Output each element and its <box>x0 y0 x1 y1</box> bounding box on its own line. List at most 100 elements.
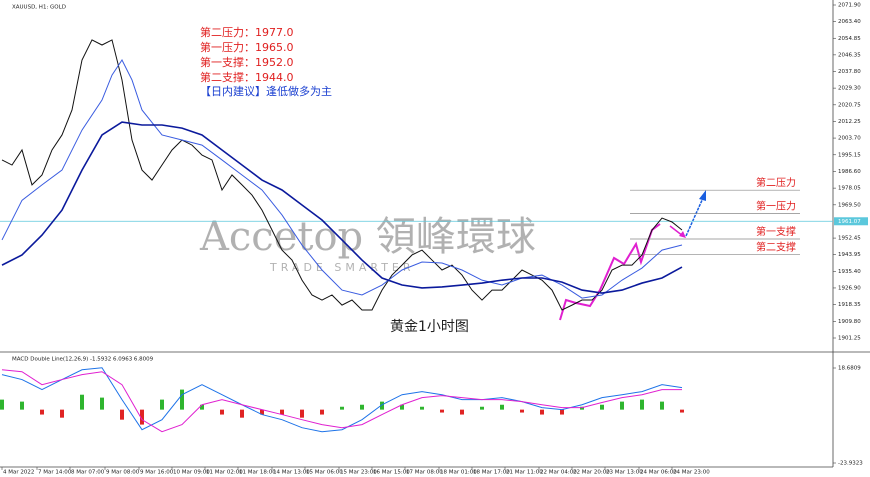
chart-label: 黄金1小时图 <box>390 318 469 335</box>
histogram-bar <box>500 404 504 410</box>
level-text: 第一压力：1965.0 <box>200 40 294 54</box>
x-tick-label: 8 Mar 07:00 <box>71 470 105 476</box>
x-tick-label: 10 Mar 09:00 <box>173 470 210 476</box>
y-tick-label: 2054.85 <box>838 36 861 42</box>
histogram-bar <box>560 409 564 415</box>
histogram-bar <box>420 406 424 410</box>
histogram-bar <box>480 406 484 410</box>
histogram-bar <box>180 389 184 410</box>
histogram-bar <box>20 401 24 410</box>
histogram-bar <box>660 401 664 410</box>
histogram-bar <box>320 409 324 415</box>
histogram-bar <box>460 409 464 415</box>
x-tick-label: 14 Mar 13:00 <box>273 470 310 476</box>
y-tick-label: 2046.35 <box>838 52 861 58</box>
current-price-label: 1961.07 <box>838 219 861 225</box>
x-tick-label: 16 Mar 15:00 <box>373 470 410 476</box>
x-tick-label: 9 Mar 16:00 <box>140 470 174 476</box>
histogram-bar <box>540 409 544 415</box>
x-tick-label: 11 Mar 02:00 <box>206 470 243 476</box>
x-tick-label: 15 Mar 23:00 <box>340 470 377 476</box>
price-line <box>1 121 683 294</box>
y-tick-label: 2003.70 <box>838 136 861 142</box>
level-name: 第二压力 <box>756 176 796 189</box>
y-tick-label: 1943.95 <box>838 252 861 258</box>
histogram-bar <box>580 406 584 410</box>
x-tick-label: 9 Mar 08:00 <box>106 470 140 476</box>
x-tick-label: 22 Mar 20:00 <box>573 470 610 476</box>
y-tick-label: 1969.50 <box>838 202 861 208</box>
histogram-bar <box>100 397 104 410</box>
histogram-bar <box>240 409 244 418</box>
x-tick-label: 4 Mar 2022 <box>3 470 34 476</box>
y-tick-label: 2063.40 <box>838 19 861 25</box>
watermark-subtext: TRADE SMARTER <box>269 261 415 274</box>
x-tick-label: 17 Mar 08:00 <box>406 470 443 476</box>
y-tick-label: 2020.75 <box>838 102 861 108</box>
level-name: 第一支撑 <box>756 225 796 238</box>
level-text: 第二压力：1977.0 <box>200 25 294 39</box>
x-tick-label: 18 Mar 01:00 <box>440 470 477 476</box>
histogram-bar <box>40 409 44 415</box>
y-tick-label: 2071.90 <box>838 3 861 9</box>
advice: 【日内建议】逢低做多为主 <box>200 84 332 98</box>
histogram-bar <box>220 409 224 415</box>
x-tick-label: 24 Mar 23:00 <box>673 470 710 476</box>
arrow-head <box>699 190 706 201</box>
macd-line <box>1 369 682 433</box>
histogram-bar <box>260 409 264 415</box>
level-text: 第一支撑：1952.0 <box>200 55 294 69</box>
histogram-bar <box>680 409 684 413</box>
y-tick-label: 1952.45 <box>838 236 861 242</box>
y-tick-label: 1978.05 <box>838 186 861 192</box>
y-tick-label: 2012.25 <box>838 119 861 125</box>
histogram-bar <box>200 404 204 410</box>
y-tick-label: 18.6809 <box>838 366 861 372</box>
histogram-bar <box>360 404 364 410</box>
price-line <box>1 39 683 311</box>
level-name: 第一压力 <box>756 200 796 213</box>
histogram-bar <box>120 409 124 420</box>
x-tick-label: 11 Mar 18:00 <box>239 470 276 476</box>
histogram-bar <box>400 404 404 410</box>
histogram-bar <box>380 401 384 410</box>
x-tick-label: 15 Mar 06:00 <box>306 470 343 476</box>
histogram-bar <box>520 409 524 413</box>
macd-title: MACD Double Line(12,26,9) -1.5932 6.0963… <box>12 357 154 363</box>
y-tick-label: 2037.80 <box>838 69 861 75</box>
x-tick-label: 18 Mar 17:00 <box>473 470 510 476</box>
histogram-bar <box>60 409 64 418</box>
x-tick-label: 7 Mar 14:00 <box>38 470 72 476</box>
y-tick-label: 1926.90 <box>838 285 861 291</box>
arrow-head <box>679 231 686 238</box>
histogram-bar <box>440 409 444 413</box>
y-tick-label: 1918.35 <box>838 302 861 308</box>
histogram-bar <box>280 409 284 415</box>
price-line <box>1 59 683 299</box>
x-tick-label: 24 Mar 06:00 <box>640 470 677 476</box>
drawing-arrow <box>685 197 704 237</box>
level-name: 第二支撑 <box>756 241 796 254</box>
histogram-bar <box>140 409 144 425</box>
current-price-tag <box>834 217 868 226</box>
y-tick-label: 1909.80 <box>838 319 861 325</box>
x-tick-label: 23 Mar 13:00 <box>606 470 643 476</box>
y-tick-label: 1901.25 <box>838 336 861 342</box>
y-tick-label: -23.9323 <box>838 461 863 467</box>
x-tick-label: 22 Mar 04:00 <box>540 470 577 476</box>
y-tick-label: 1986.60 <box>838 169 861 175</box>
histogram-bar <box>0 399 4 410</box>
drawing-zigzag <box>559 223 661 321</box>
y-tick-label: 1995.15 <box>838 152 861 158</box>
histogram-bar <box>80 394 84 410</box>
histogram-bar <box>640 399 644 410</box>
chart-title: XAUUSD, H1: GOLD <box>12 5 66 11</box>
y-tick-label: 1935.40 <box>838 269 861 275</box>
y-tick-label: 2029.30 <box>838 86 861 92</box>
histogram-bar <box>300 409 304 418</box>
level-text: 第二支撑：1944.0 <box>200 70 294 84</box>
histogram-bar <box>340 406 344 410</box>
histogram-bar <box>620 401 624 410</box>
